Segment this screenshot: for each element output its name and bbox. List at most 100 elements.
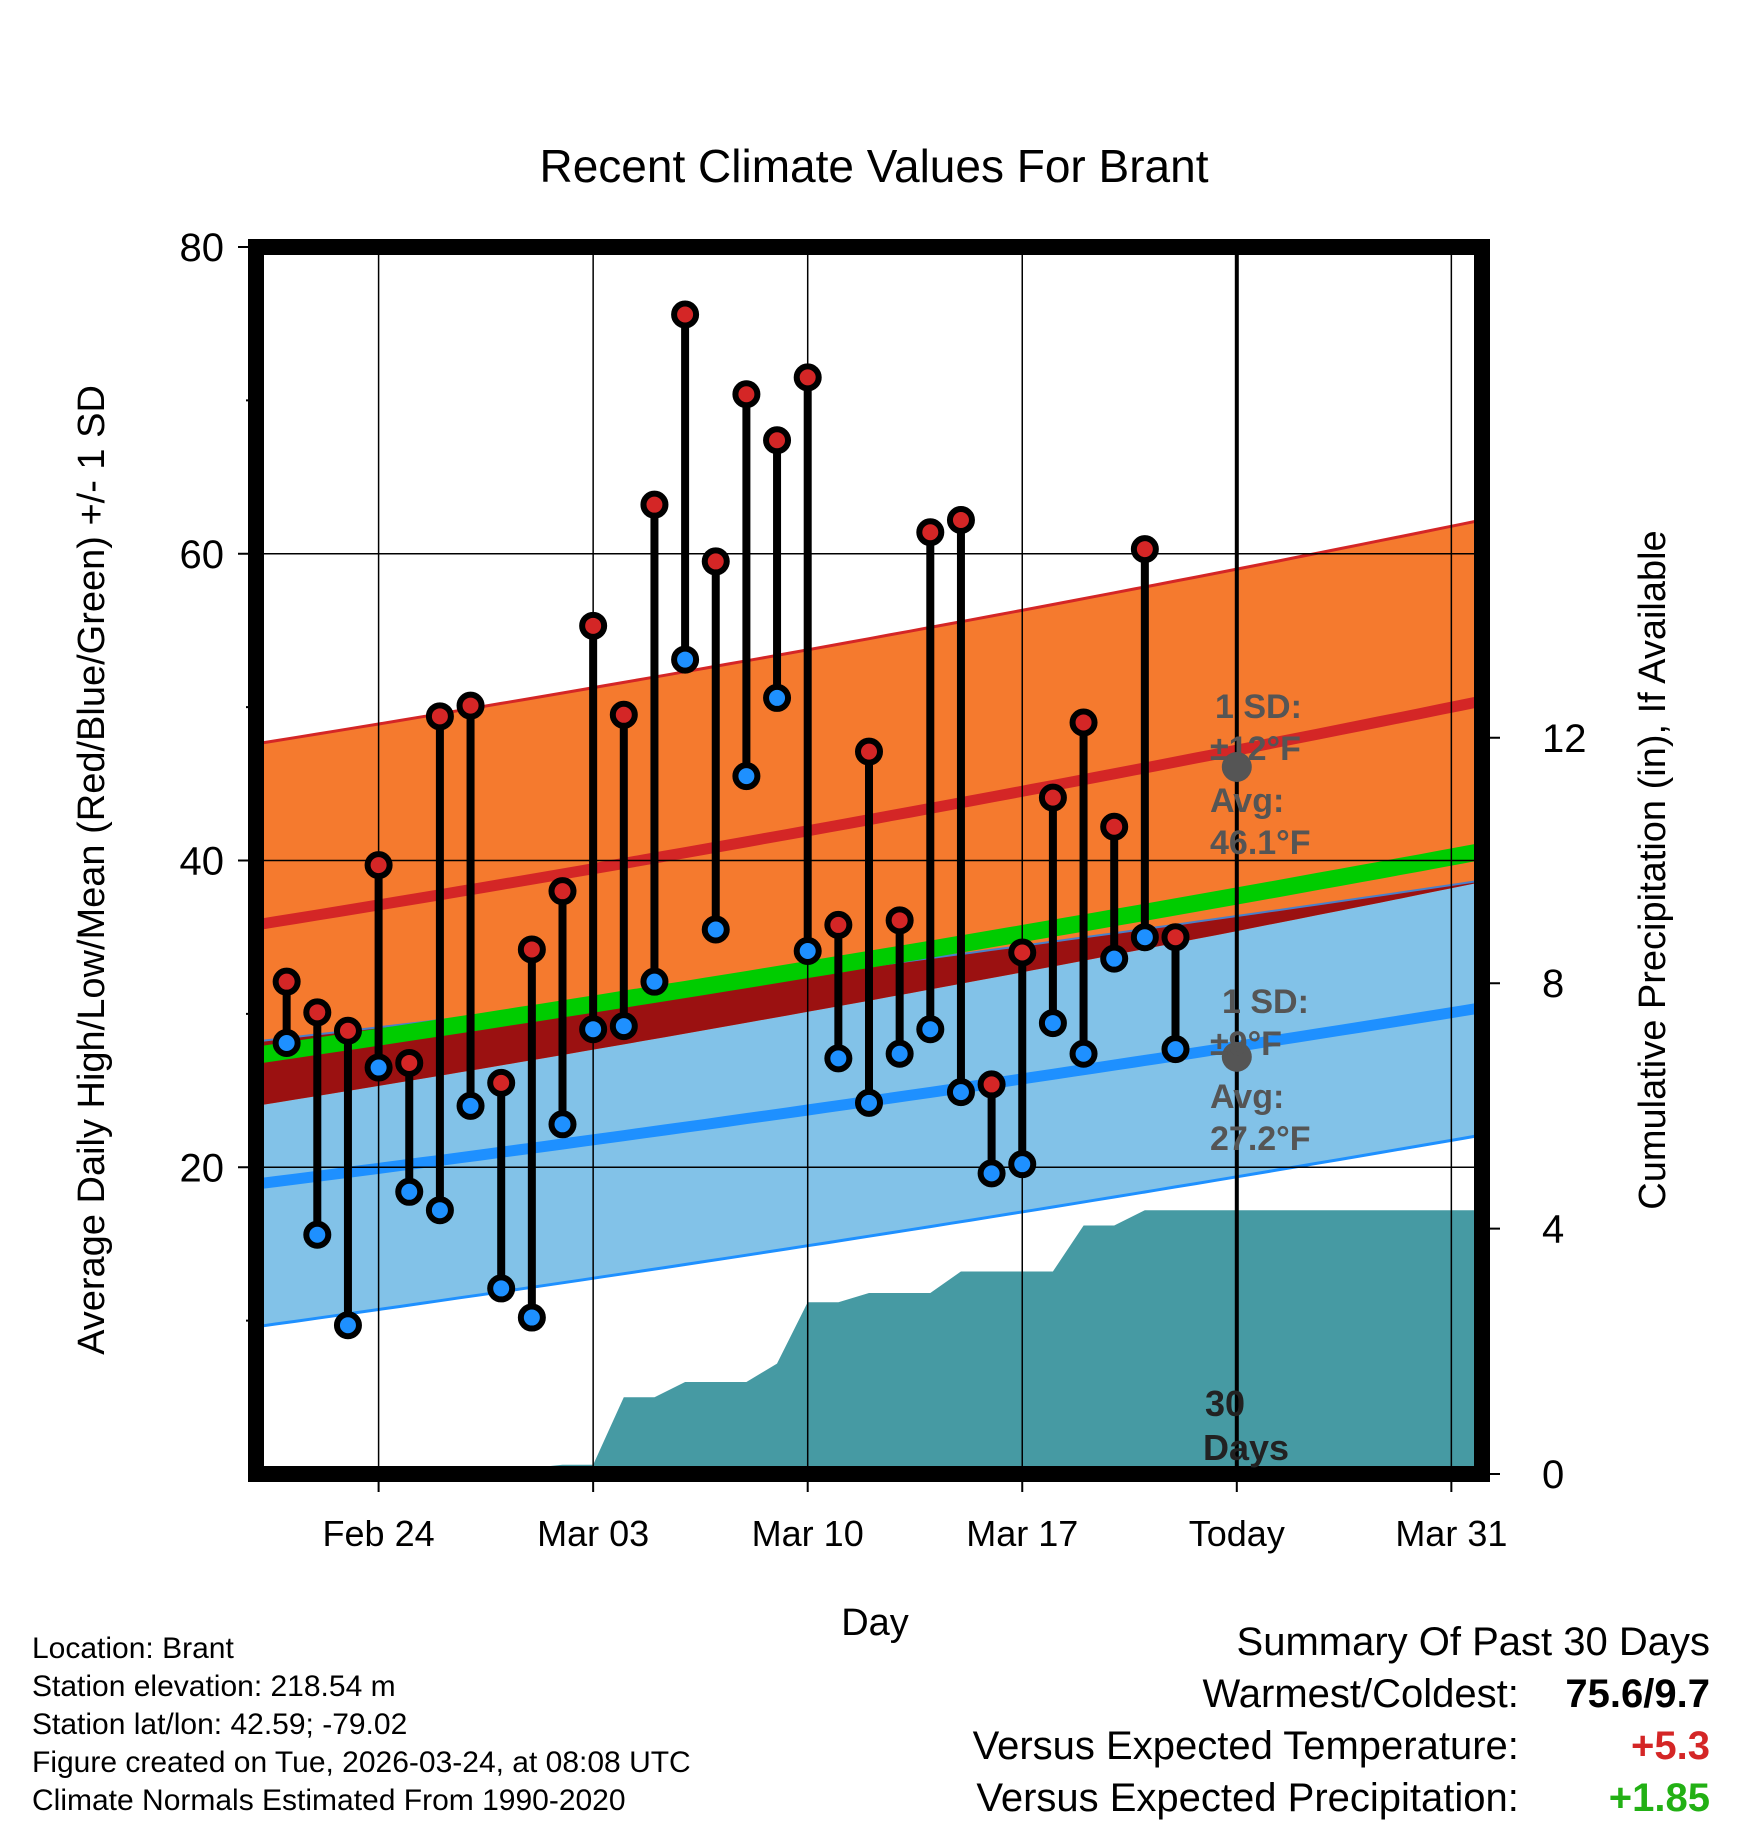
daily-low-point-day-19 xyxy=(855,1088,883,1117)
daily-high-point-day-16 xyxy=(763,426,792,455)
daily-low-point-day-11 xyxy=(609,1012,638,1041)
x-tick-label-mar-03: Mar 03 xyxy=(537,1513,649,1554)
high-avg-value: 46.1°F xyxy=(1210,824,1311,862)
daily-low-point-day-23 xyxy=(977,1159,1006,1188)
info-location: Location: Brant xyxy=(32,1632,234,1665)
summary-temp-row: Versus Expected Temperature: +5.3 xyxy=(973,1724,1710,1769)
y-axis-title-right: Cumulative Precipitation (in), If Availa… xyxy=(1632,530,1674,1209)
x-axis-title: Day xyxy=(841,1602,909,1644)
chart-title: Recent Climate Values For Brant xyxy=(540,140,1209,192)
daily-low-point-day-12 xyxy=(640,967,669,996)
high-sd-value: ±12°F xyxy=(1210,730,1301,768)
summary-heading: Summary Of Past 30 Days xyxy=(1236,1620,1710,1664)
daily-low-point-day-1 xyxy=(303,1220,332,1249)
daily-high-point-day-9 xyxy=(548,877,577,906)
daily-low-point-day-16 xyxy=(763,683,792,712)
daily-high-point-day-25 xyxy=(1038,783,1067,812)
y-tick-label-20: 20 xyxy=(180,1146,225,1190)
cumulative-precip-area xyxy=(256,1210,1482,1474)
daily-high-point-day-2 xyxy=(333,1016,362,1045)
high-sd-label: 1 SD: xyxy=(1215,688,1302,726)
daily-low-point-day-9 xyxy=(548,1110,577,1139)
daily-low-point-day-0 xyxy=(272,1029,301,1058)
high-avg-label: Avg: xyxy=(1210,782,1284,820)
info-latlon: Station lat/lon: 42.59; -79.02 xyxy=(32,1708,408,1741)
plot-area: 20 40 60 80 0 4 8 12 Feb 24 Mar 03 Mar 10 Mar 17 Tod… xyxy=(180,226,1587,1554)
daily-high-point-day-5 xyxy=(425,702,454,731)
y-tick-label-60: 60 xyxy=(180,533,225,577)
y-axis-title-left: Average Daily High/Low/Mean (Red/Blue/Gr… xyxy=(71,385,113,1355)
daily-low-point-day-22 xyxy=(946,1078,975,1107)
daily-low-point-day-25 xyxy=(1038,1009,1067,1038)
x-tick-label-mar-17: Mar 17 xyxy=(966,1513,1078,1554)
low-band-lower-edge xyxy=(255,1133,1483,1329)
daily-low-point-day-18 xyxy=(824,1044,853,1073)
daily-high-point-day-26 xyxy=(1069,708,1098,737)
daily-low-point-day-13 xyxy=(671,645,700,674)
x-tick-label-mar-10: Mar 10 xyxy=(752,1513,864,1554)
daily-low-point-day-8 xyxy=(517,1303,546,1332)
daily-high-point-day-21 xyxy=(916,518,945,547)
daily-low-point-day-26 xyxy=(1069,1039,1098,1068)
daily-high-point-day-27 xyxy=(1100,812,1129,841)
y2-tick-label-8: 8 xyxy=(1542,962,1564,1006)
y2-tick-label-4: 4 xyxy=(1542,1208,1564,1252)
daily-high-point-day-12 xyxy=(640,490,669,519)
daily-high-point-day-8 xyxy=(517,935,546,964)
y2-tick-label-0: 0 xyxy=(1542,1453,1564,1497)
daily-high-point-day-19 xyxy=(855,737,883,766)
daily-high-point-day-6 xyxy=(456,691,485,720)
daily-low-point-day-4 xyxy=(395,1177,424,1206)
daily-low-point-day-2 xyxy=(333,1311,362,1340)
summary-precip-label: Versus Expected Precipitation: xyxy=(976,1776,1519,1820)
daily-high-point-day-29 xyxy=(1161,923,1190,952)
summary-warmest-value: 75.6/9.7 xyxy=(1565,1672,1710,1716)
daily-low-point-day-21 xyxy=(916,1015,945,1044)
low-avg-label: Avg: xyxy=(1210,1078,1284,1116)
daily-low-point-day-20 xyxy=(885,1039,914,1068)
daily-low-point-day-15 xyxy=(732,762,761,791)
daily-low-point-day-24 xyxy=(1008,1150,1037,1179)
x-tick-label-mar-31: Mar 31 xyxy=(1395,1513,1507,1554)
daily-high-point-day-17 xyxy=(793,363,822,392)
low-sd-value: ±9°F xyxy=(1210,1025,1282,1063)
daily-high-point-day-23 xyxy=(977,1070,1006,1099)
x-tick-label-feb-24: Feb 24 xyxy=(323,1513,435,1554)
summary-temp-value: +5.3 xyxy=(1631,1724,1710,1768)
daily-low-point-day-17 xyxy=(793,936,822,965)
daily-high-point-day-1 xyxy=(303,998,332,1027)
daily-low-point-day-3 xyxy=(364,1053,393,1082)
daily-high-point-day-15 xyxy=(732,380,761,409)
daily-high-point-day-7 xyxy=(487,1068,516,1097)
daily-high-point-day-18 xyxy=(824,910,853,939)
daily-high-point-day-10 xyxy=(579,611,608,640)
info-created: Figure created on Tue, 2026-03-24, at 08… xyxy=(32,1746,691,1779)
station-info: Location: Brant Station elevation: 218.5… xyxy=(32,1630,691,1820)
daily-high-point-day-20 xyxy=(885,906,914,935)
daily-high-point-day-4 xyxy=(395,1048,424,1077)
daily-high-point-day-13 xyxy=(671,300,700,329)
daily-low-point-day-10 xyxy=(579,1015,608,1044)
daily-low-point-day-27 xyxy=(1100,944,1129,973)
low-sd-label: 1 SD: xyxy=(1222,983,1309,1021)
info-normals: Climate Normals Estimated From 1990-2020 xyxy=(32,1784,626,1817)
daily-high-point-day-24 xyxy=(1008,938,1037,967)
daily-high-point-day-3 xyxy=(364,851,393,880)
daily-low-point-day-14 xyxy=(701,915,730,944)
daily-low-point-day-6 xyxy=(456,1091,485,1120)
x-tick-label-today: Today xyxy=(1189,1513,1285,1554)
y2-tick-label-12: 12 xyxy=(1542,717,1587,761)
summary-temp-label: Versus Expected Temperature: xyxy=(972,1724,1519,1768)
daily-high-point-day-14 xyxy=(701,547,730,576)
summary-precip-value: +1.85 xyxy=(1608,1776,1710,1820)
info-elevation: Station elevation: 218.54 m xyxy=(32,1670,396,1703)
period-label-unit: Days xyxy=(1203,1427,1289,1468)
summary-warmest-row: Warmest/Coldest: 75.6/9.7 xyxy=(1203,1672,1711,1717)
daily-high-point-day-0 xyxy=(272,967,301,996)
daily-high-point-day-11 xyxy=(609,700,638,729)
daily-low-point-day-28 xyxy=(1130,923,1159,952)
daily-low-point-day-5 xyxy=(425,1196,454,1225)
daily-high-point-day-28 xyxy=(1130,535,1159,564)
summary-warmest-label: Warmest/Coldest: xyxy=(1202,1672,1519,1716)
